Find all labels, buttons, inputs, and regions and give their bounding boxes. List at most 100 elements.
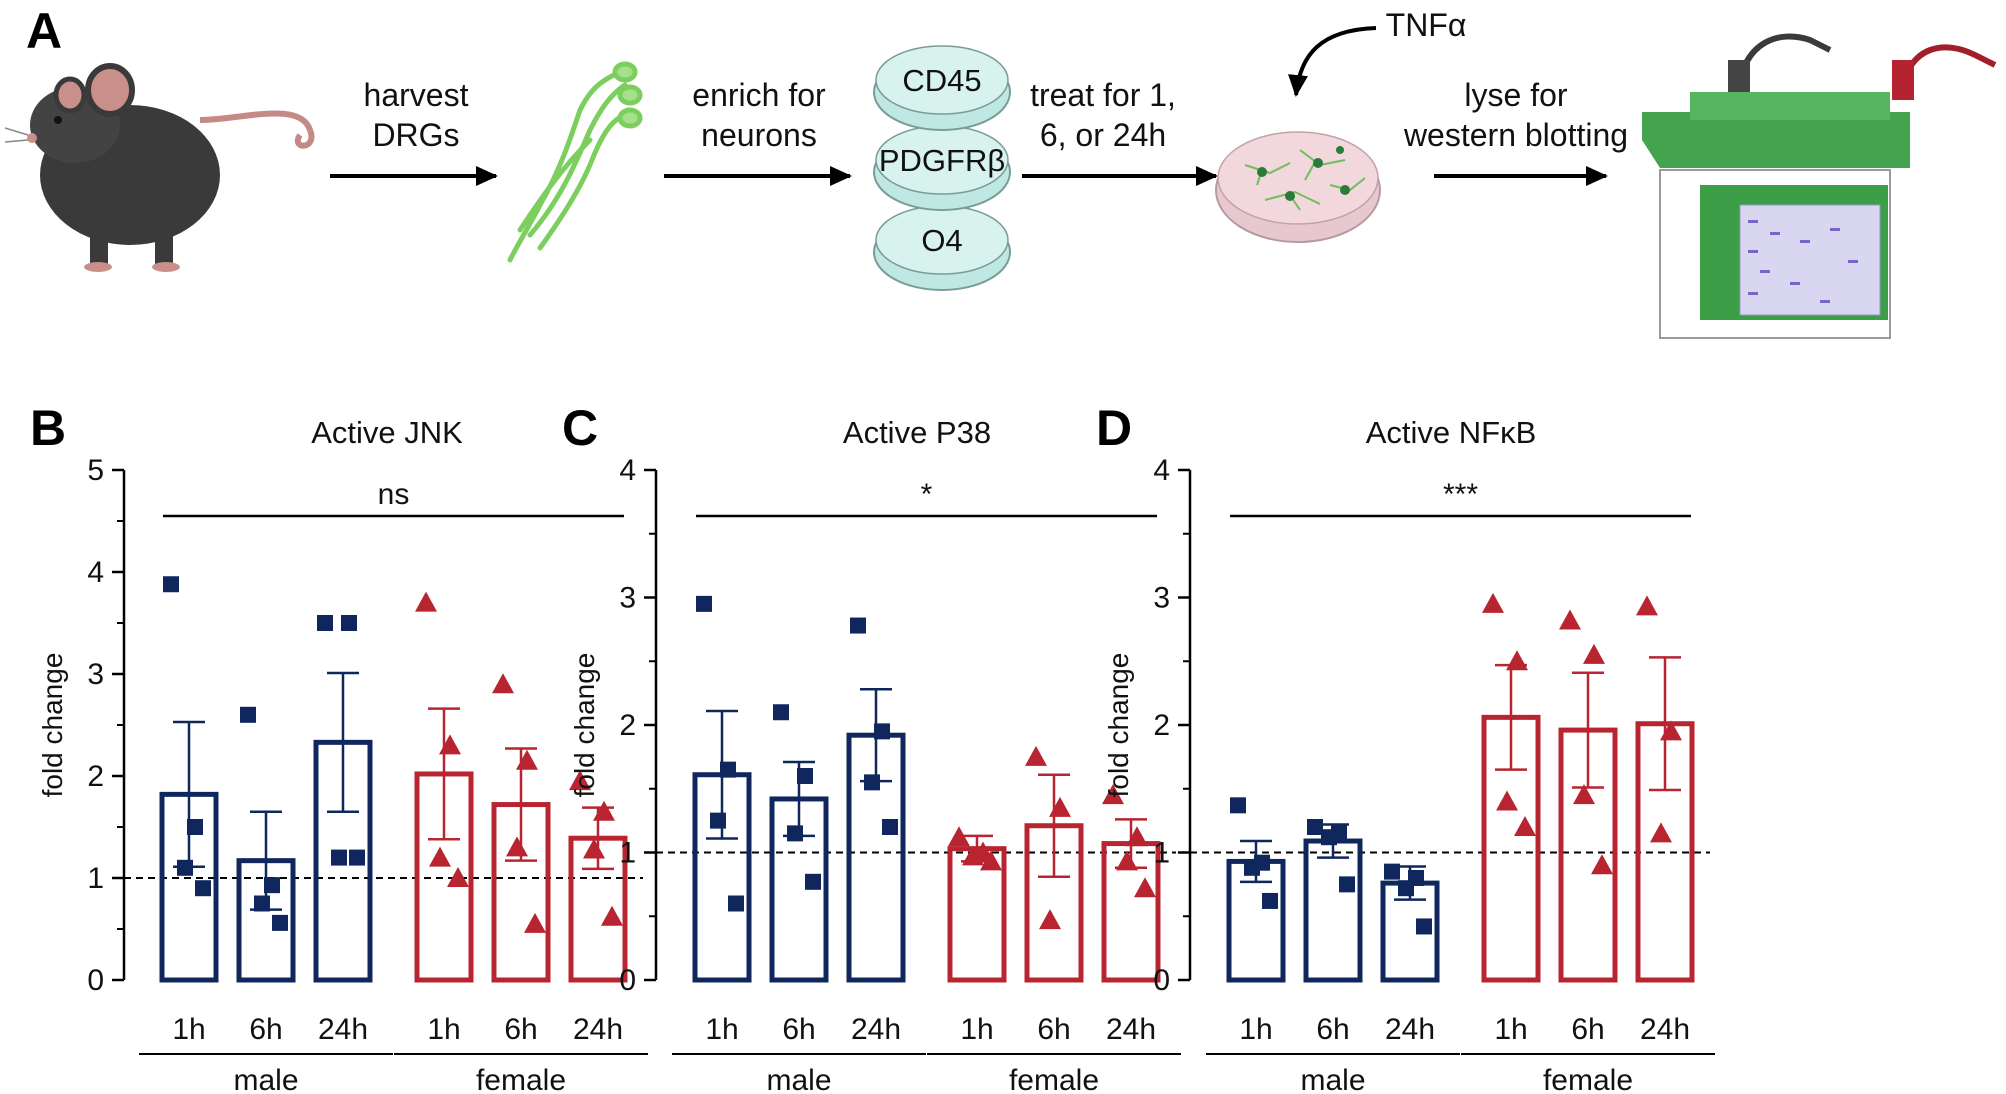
data-point-triangle: [1102, 784, 1124, 805]
group-label-female: female: [1009, 1064, 1099, 1094]
x-tick-label: 24h: [1640, 1013, 1690, 1046]
charts-area: B Active JNK fold change 0 1 2 3 4 5 ns 1h 6h 24h 1h 6…: [30, 400, 1715, 1094]
data-point-triangle: [962, 845, 984, 866]
x-tick-label: 24h: [1106, 1013, 1156, 1046]
significance-label: ***: [1443, 478, 1478, 511]
data-point-triangle: [1559, 609, 1581, 630]
step-4-line-2: western blotting: [1403, 117, 1628, 153]
data-point-square: [264, 877, 280, 894]
data-point-triangle: [1506, 650, 1528, 671]
data-point-triangle: [593, 800, 615, 821]
data-point-triangle: [1482, 592, 1504, 613]
data-point-square: [720, 761, 736, 778]
data-point-square: [1244, 859, 1260, 876]
y-tick-label: 0: [619, 964, 636, 997]
data-point-triangle: [1660, 720, 1682, 741]
y-tick-label: 1: [87, 862, 104, 895]
data-point-square: [864, 774, 880, 791]
dish-label-cd45: CD45: [902, 63, 981, 98]
data-point-square: [195, 880, 211, 897]
x-tick-label: 6h: [1571, 1013, 1604, 1046]
y-tick-label: 0: [1153, 964, 1170, 997]
y-tick-label: 2: [1153, 709, 1170, 742]
data-point-triangle: [569, 770, 591, 791]
x-tick-label: 6h: [1037, 1013, 1070, 1046]
y-tick-label: 5: [87, 454, 104, 487]
data-point-triangle: [1573, 784, 1595, 805]
data-point-triangle: [415, 591, 437, 612]
western-blot-apparatus: [1642, 33, 1997, 339]
data-point-square: [773, 704, 789, 721]
step-2-line-2: neurons: [701, 117, 817, 153]
bar-male-6h: [1303, 838, 1363, 983]
y-tick-label: 1: [619, 837, 636, 870]
data-point-square: [254, 895, 270, 912]
data-point-triangle: [492, 673, 514, 694]
data-point-square: [710, 812, 726, 829]
x-tick-label: 1h: [705, 1013, 738, 1046]
x-tick-label: 24h: [573, 1013, 623, 1046]
data-point-triangle: [1514, 816, 1536, 836]
step-3-line-1: treat for 1,: [1030, 77, 1176, 113]
data-point-triangle: [1049, 796, 1071, 817]
group-label-female: female: [1543, 1064, 1633, 1094]
data-point-triangle: [1636, 595, 1658, 616]
data-point-square: [331, 849, 347, 866]
data-point-triangle: [439, 734, 461, 755]
x-tick-label: 6h: [1316, 1013, 1349, 1046]
data-point-square: [1230, 797, 1246, 814]
mouse-illustration: [4, 63, 315, 272]
panel-d-chart: D Active NFκB fold change 0 1 2 3 4 *** 1h 6h 24h 1h…: [1096, 400, 1715, 1094]
data-point-triangle: [948, 826, 970, 847]
data-point-square: [805, 873, 821, 890]
panel-a-letter: A: [26, 3, 62, 59]
data-point-square: [797, 768, 813, 784]
y-tick-label: 1: [1153, 837, 1170, 870]
data-point-triangle: [447, 867, 469, 887]
data-point-triangle: [506, 836, 528, 857]
panel-c-chart: C Active P38 fold change 0 1 2 3 4 * 1h 6h 24h 1h 6h 2…: [562, 400, 1181, 1094]
group-label-male: male: [1300, 1064, 1365, 1094]
y-tick-label: 0: [87, 964, 104, 997]
y-tick-label: 3: [1153, 582, 1170, 615]
step-1-line-2: DRGs: [372, 117, 459, 153]
data-point-square: [1384, 863, 1400, 880]
y-tick-label: 4: [1153, 454, 1170, 487]
x-tick-label: 1h: [172, 1013, 205, 1046]
step-1-line-1: harvest: [364, 77, 469, 113]
data-point-triangle: [601, 905, 623, 926]
data-point-square: [1262, 892, 1278, 909]
data-point-square: [177, 859, 193, 876]
data-point-square: [882, 819, 898, 835]
x-tick-label: 24h: [318, 1013, 368, 1046]
dish-label-o4: O4: [921, 223, 962, 258]
data-point-square: [317, 615, 333, 631]
data-point-triangle: [583, 838, 605, 859]
y-axis-label: fold change: [569, 653, 600, 798]
data-point-square: [1321, 829, 1337, 846]
x-tick-label: 1h: [1239, 1013, 1272, 1046]
x-tick-label: 6h: [249, 1013, 282, 1046]
step-2-line-1: enrich for: [692, 77, 826, 113]
data-point-square: [1416, 918, 1432, 935]
data-point-square: [341, 615, 357, 631]
y-tick-label: 4: [619, 454, 636, 487]
x-tick-label: 1h: [1494, 1013, 1527, 1046]
significance-label: *: [921, 478, 933, 511]
y-tick-label: 2: [619, 709, 636, 742]
dish-label-pdgfrb: PDGFRβ: [879, 143, 1005, 178]
step-4-line-1: lyse for: [1464, 77, 1567, 113]
y-axis-label: fold change: [37, 653, 68, 798]
x-tick-label: 24h: [851, 1013, 901, 1046]
group-label-male: male: [766, 1064, 831, 1094]
data-point-triangle: [980, 850, 1002, 871]
y-tick-label: 3: [87, 658, 104, 691]
data-point-triangle: [1650, 822, 1672, 843]
data-point-triangle: [1025, 745, 1047, 766]
significance-label: ns: [378, 478, 410, 511]
data-point-square: [787, 825, 803, 842]
data-point-square: [850, 617, 866, 634]
data-point-square: [187, 819, 203, 835]
culture-dish: [1215, 131, 1381, 243]
